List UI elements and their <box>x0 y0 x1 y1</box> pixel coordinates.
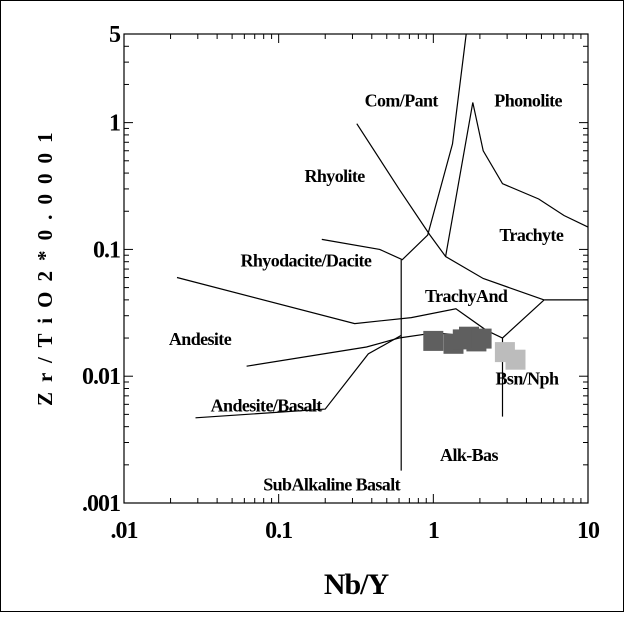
field-label: Bsn/Nph <box>496 368 559 388</box>
tick-labels: .01 0.1 1 10 .001 0.01 0.1 1 5 <box>82 22 601 544</box>
plot-area <box>123 33 589 504</box>
field-labels: Com/Pant Phonolite Rhyolite Trachyte Rhyodac… <box>169 90 565 494</box>
field-label: Trachyte <box>499 225 563 245</box>
field-label: Rhyodacite/Dacite <box>241 250 372 270</box>
field-label: SubAlkaline Basalt <box>263 474 400 494</box>
x-axis-title: Nb/Y <box>324 568 390 601</box>
y-axis-title: Z r / T i O 2 * 0 . 0 0 0 1 <box>33 130 57 406</box>
y-tick-label: 1 <box>109 111 120 137</box>
axis-ticks <box>123 33 588 504</box>
y-tick-label: 0.1 <box>93 237 120 263</box>
field-boundary-line <box>321 33 467 261</box>
field-label: Rhyolite <box>305 166 366 186</box>
field-boundary-line <box>356 123 545 301</box>
field-boundaries <box>176 33 589 471</box>
field-label: TrachyAnd <box>425 286 508 306</box>
field-label: Alk-Bas <box>440 445 498 465</box>
field-label: Andesite/Basalt <box>211 395 323 415</box>
field-label: Andesite <box>169 329 232 349</box>
sample-point-marker <box>423 330 444 351</box>
sample-point-marker <box>505 349 526 370</box>
field-label: Phonolite <box>494 90 562 110</box>
x-tick-label: 10 <box>577 518 600 544</box>
field-label: Com/Pant <box>365 90 439 110</box>
field-boundary-line <box>195 334 402 419</box>
x-tick-label: .01 <box>111 518 138 544</box>
y-tick-label: .001 <box>82 491 120 517</box>
x-tick-label: 0.1 <box>265 518 292 544</box>
field-boundary-line <box>445 102 589 257</box>
y-tick-label: 5 <box>109 22 121 48</box>
sample-point-marker <box>471 328 492 349</box>
y-tick-label: 0.01 <box>82 364 120 390</box>
data-points <box>423 326 526 370</box>
x-tick-label: 1 <box>428 518 439 544</box>
